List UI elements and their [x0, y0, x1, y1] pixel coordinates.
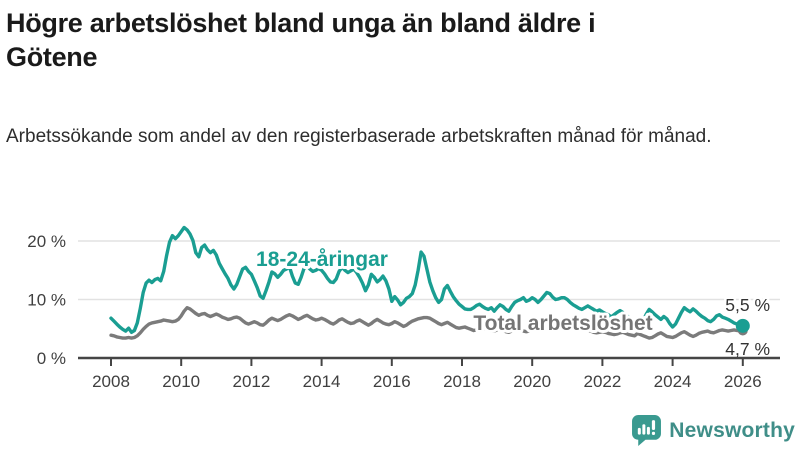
- series-label-total: Total arbetslöshet: [473, 312, 652, 335]
- title-line-2: Götene: [6, 42, 98, 72]
- series-label-youth: 18-24-åringar: [256, 248, 388, 271]
- x-tick-label: 2024: [654, 372, 692, 391]
- page-title: Högre arbetslöshet bland unga än bland ä…: [6, 6, 794, 74]
- x-tick-label: 2014: [303, 372, 341, 391]
- gridlines: [78, 240, 780, 301]
- y-axis-labels: 0 % 10 % 20 %: [27, 232, 66, 368]
- x-tick-label: 2026: [724, 372, 762, 391]
- newsworthy-bubble-icon: [632, 415, 662, 446]
- end-value-label-youth: 5,5 %: [725, 295, 770, 315]
- y-tick-label: 0 %: [37, 349, 66, 368]
- chart-subtitle: Arbetssökande som andel av den registerb…: [6, 126, 712, 147]
- x-tick-label: 2010: [162, 372, 200, 391]
- newsworthy-wordmark: Newsworthy: [669, 418, 795, 442]
- series-line-0: [109, 306, 745, 340]
- x-tick-label: 2008: [92, 372, 130, 391]
- newsworthy-logo[interactable]: Newsworthy: [632, 415, 795, 446]
- y-tick-label: 10 %: [27, 291, 66, 310]
- series-line-1: [109, 225, 745, 334]
- y-tick-label: 20 %: [27, 232, 66, 251]
- title-line-1: Högre arbetslöshet bland unga än bland ä…: [6, 8, 596, 38]
- end-value-label-total: 4,7 %: [725, 339, 770, 359]
- x-axis-ticks: 2008 2010 2012 2014 2016 2018 2020 2022 2024 2026: [92, 358, 762, 391]
- series-lines: [109, 225, 745, 340]
- x-tick-label: 2020: [513, 372, 551, 391]
- x-tick-label: 2012: [232, 372, 270, 391]
- x-tick-label: 2022: [583, 372, 621, 391]
- x-tick-label: 2018: [443, 372, 481, 391]
- series-end-dot-1: [735, 318, 750, 333]
- x-tick-label: 2016: [373, 372, 411, 391]
